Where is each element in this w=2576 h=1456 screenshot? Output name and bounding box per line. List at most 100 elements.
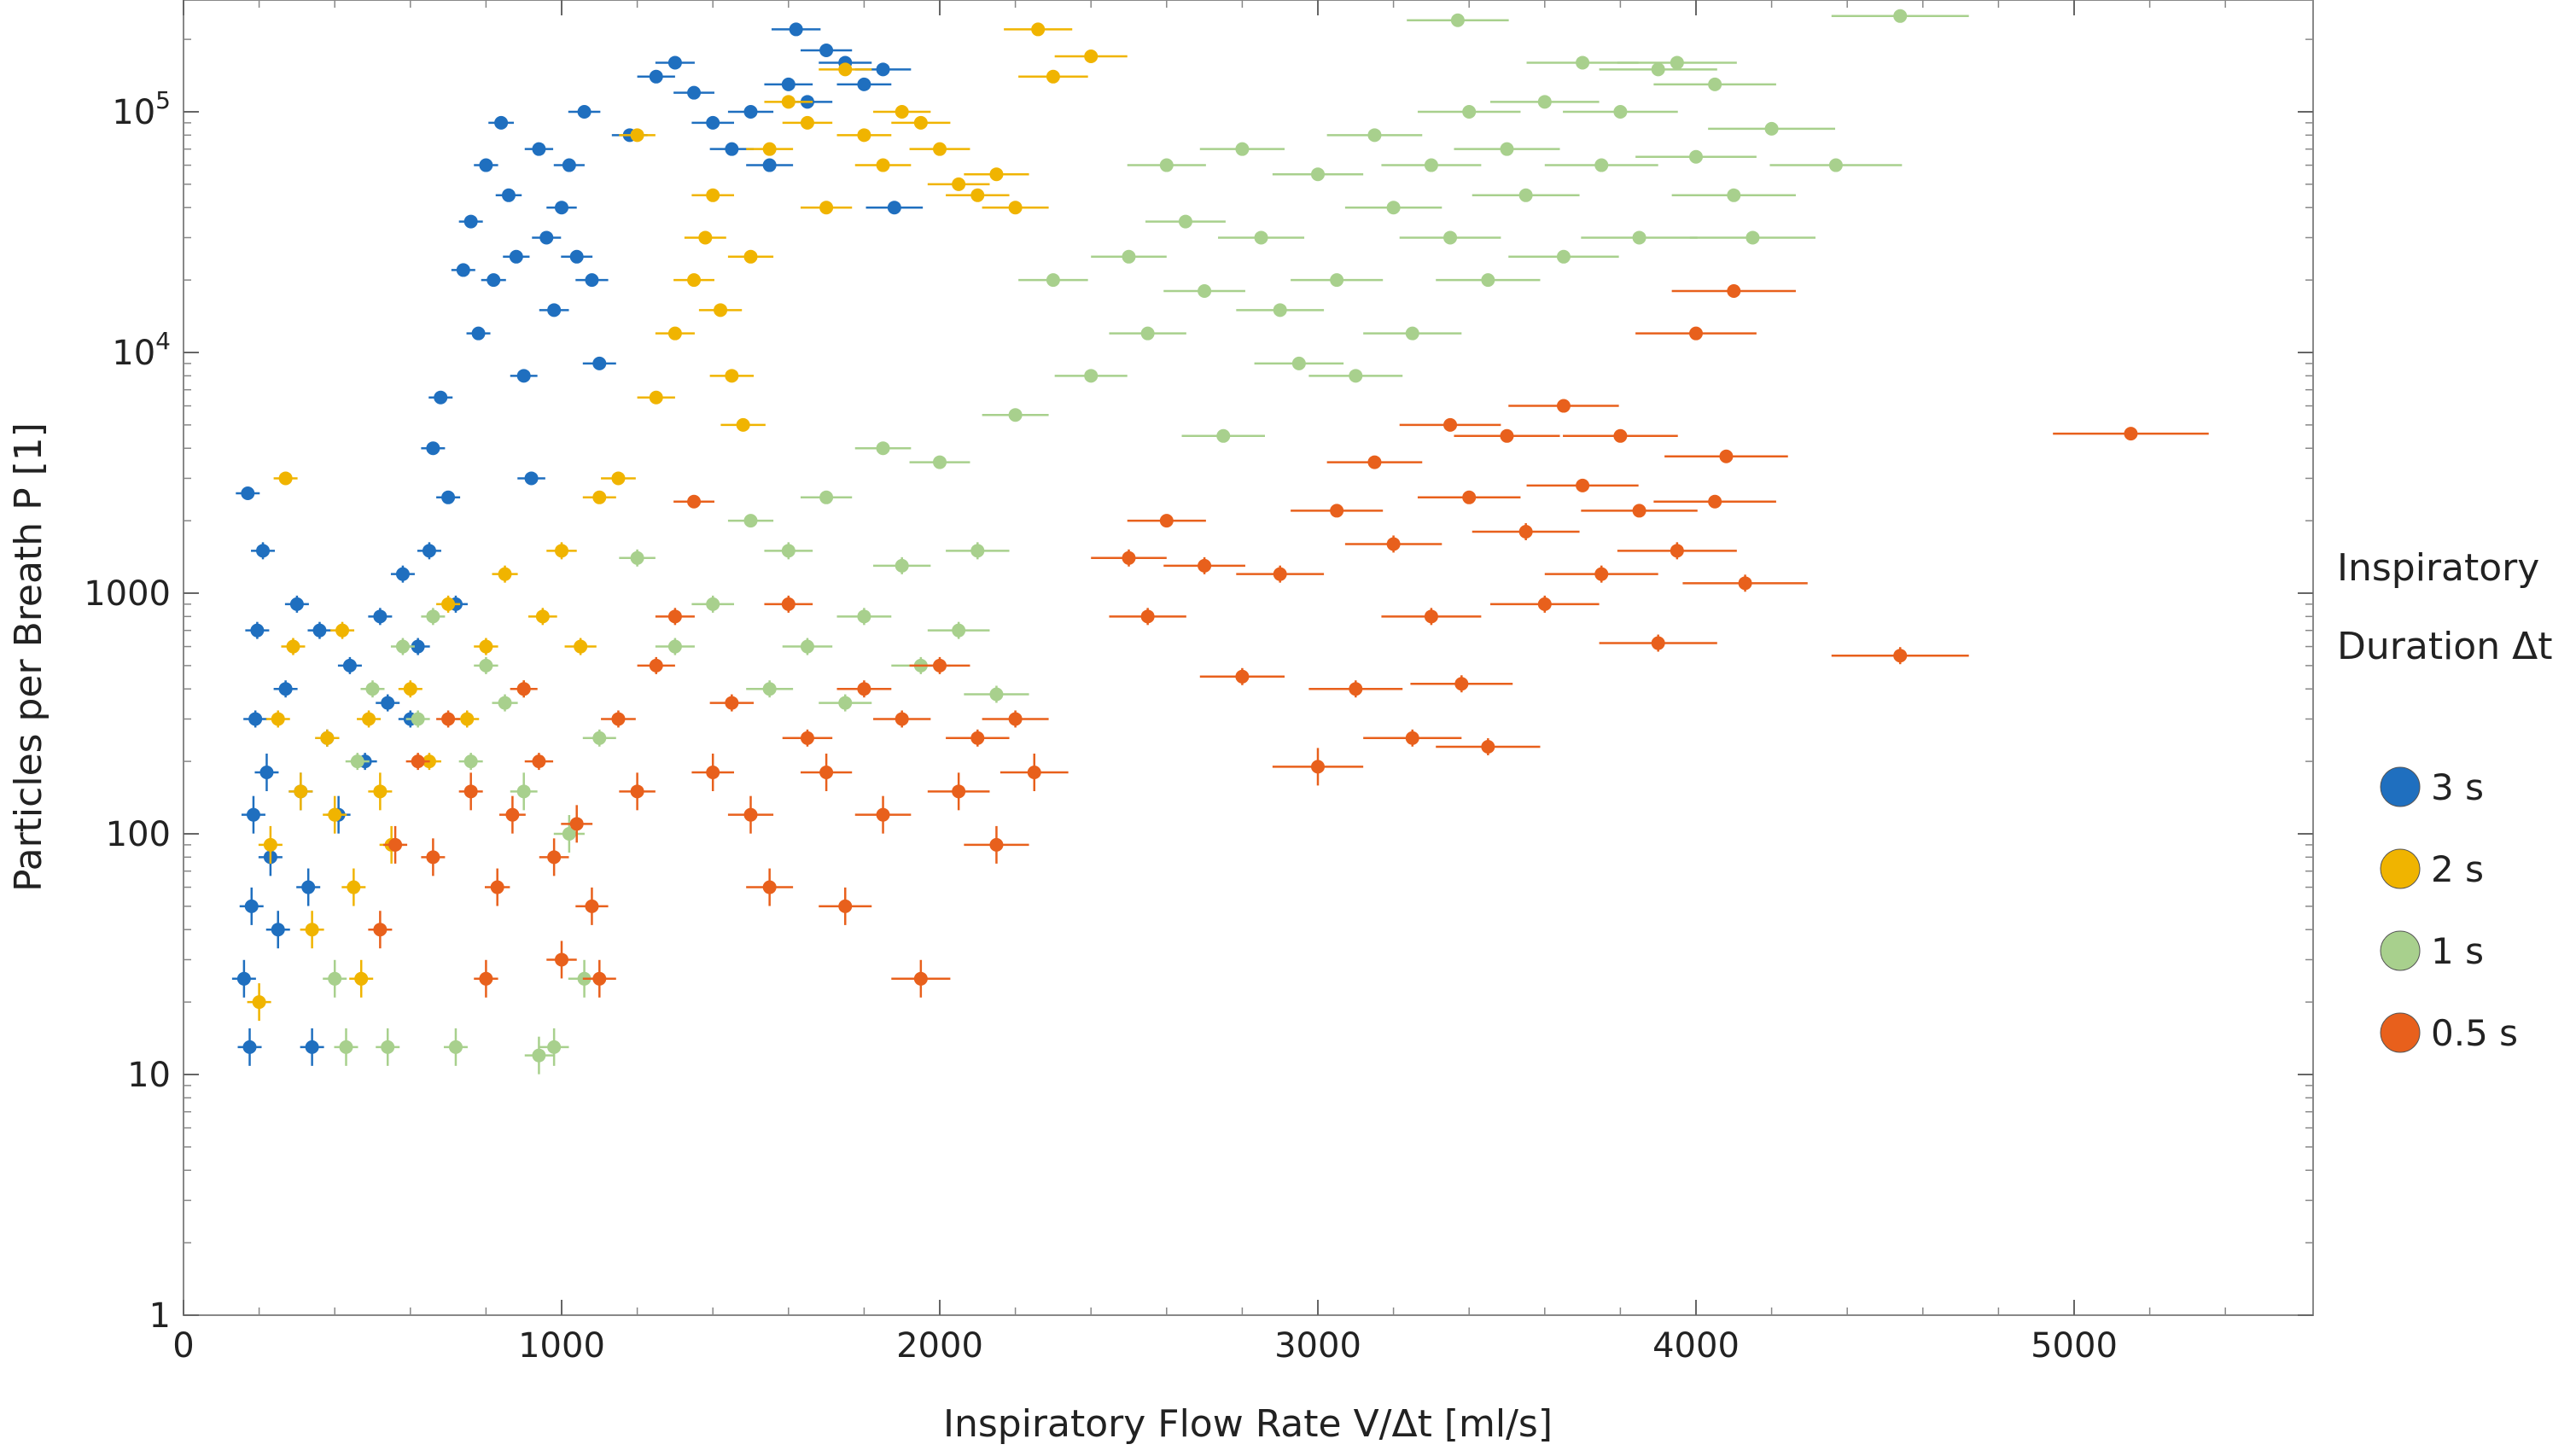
data-point [263,837,277,852]
data-point [479,971,493,986]
data-point [592,971,607,986]
series-group [231,22,924,1066]
data-point [271,923,285,937]
data-point [1235,142,1250,156]
data-point [1084,369,1099,383]
data-point [762,682,777,696]
data-point [1727,284,1741,299]
legend-swatch [2380,848,2421,889]
data-point [535,609,550,624]
data-point [933,455,947,469]
data-point [320,731,335,745]
data-point [876,441,890,456]
legend-label: 2 s [2431,848,2484,890]
data-point [781,544,796,558]
x-tick-label: 4000 [1652,1326,1740,1366]
data-point [1450,13,1465,27]
data-point [1405,731,1419,745]
data-point [1008,408,1023,422]
data-point [857,128,871,143]
data-point [422,544,436,558]
data-point [838,696,853,710]
data-point [1424,158,1438,172]
data-point [278,471,293,486]
data-point [350,754,364,769]
data-point [1443,230,1458,245]
data-point [1670,55,1684,70]
data-point [498,696,512,710]
data-point [328,807,342,822]
data-point [301,880,316,894]
data-point [1046,69,1060,84]
data-point [989,837,1004,852]
data-point [1828,158,1843,172]
data-point [395,639,410,654]
data-point [698,230,713,245]
data-point [687,273,702,288]
data-point [1178,214,1192,229]
data-point [1613,105,1628,119]
data-point [1594,158,1609,172]
data-point [933,142,947,156]
data-point [611,471,626,486]
data-point [294,784,308,799]
data-point [714,303,728,317]
legend-label: 0.5 s [2431,1012,2518,1054]
data-point [895,712,909,726]
data-point [1481,273,1495,288]
data-point [1159,158,1174,172]
data-point [250,623,265,638]
data-point [887,201,901,215]
data-point [800,731,814,745]
data-point [242,1040,257,1054]
data-point [952,623,966,638]
data-point [1122,249,1136,264]
data-point [1084,50,1099,64]
legend-swatch [2380,1012,2421,1053]
data-point [800,115,814,130]
data-point [1216,428,1231,443]
data-point [1708,77,1722,91]
data-point [441,712,456,726]
data-point [403,682,417,696]
data-point [539,230,554,245]
data-point [1367,128,1382,143]
data-point [509,249,523,264]
data-point [305,1040,319,1054]
data-point [743,249,758,264]
data-point [895,558,909,573]
data-point [479,658,493,673]
data-point [259,766,274,780]
data-point [1651,636,1665,650]
data-point [516,682,531,696]
legend-swatch [2380,930,2421,971]
data-point [547,303,562,317]
data-point [362,712,376,726]
data-point [426,441,440,456]
data-point [252,995,266,1010]
data-point [312,623,327,638]
legend-label: 1 s [2431,930,2484,972]
data-point [1454,677,1469,691]
data-point [857,77,871,91]
data-point [1462,490,1477,504]
y-axis-title: Particles per Breath P [1] [7,422,50,892]
data-point [555,544,568,558]
data-point [256,544,271,558]
data-point [1738,576,1752,591]
data-point [441,597,456,611]
data-point [555,201,568,215]
data-point [1632,230,1646,245]
data-point [1518,188,1533,202]
legend-title-line1: Inspiratory [2337,546,2539,590]
data-point [365,682,380,696]
data-point [1708,494,1722,509]
legend-swatch [2380,766,2421,807]
data-point [547,850,562,865]
data-point [649,390,663,405]
data-point [743,105,758,119]
data-point [1893,9,1908,23]
data-point [857,682,871,696]
data-point [876,62,890,77]
